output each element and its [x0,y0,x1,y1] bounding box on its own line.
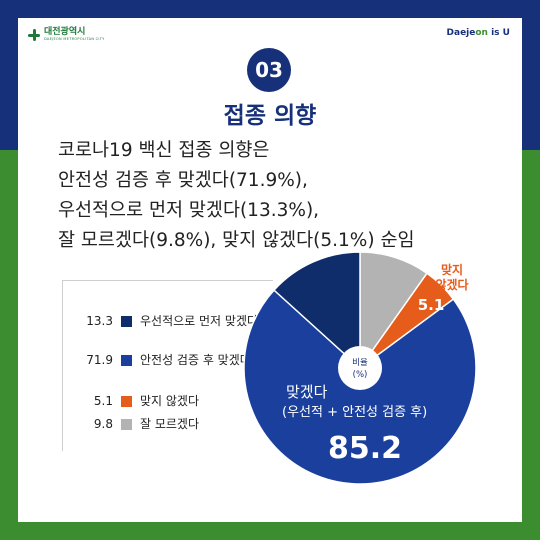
daejeon-logo: 대전광역시 DAEJEON METROPOLITAN CITY [28,28,105,42]
section-heading: 접종 의향 [223,103,317,129]
legend-item: 9.8 잘 모르겠다 [63,417,263,432]
summary-line: 코로나19 백신 접종 의향은 [58,140,270,161]
yes-annotation-value: 85.2 [328,431,402,466]
slogan-part-b: on [475,28,488,38]
legend-swatch [121,355,132,366]
legend-value: 71.9 [86,353,113,367]
legend-label: 우선적으로 먼저 맞겠다 [140,314,259,328]
content-card: 대전광역시 DAEJEON METROPOLITAN CITY Daejeon … [18,18,522,522]
summary-line: 안전성 검증 후 맞겠다(71.9%), [58,170,308,191]
chart-legend: 13.3 우선적으로 먼저 맞겠다 71.9 안전성 검증 후 맞겠다 5.1 … [62,280,273,451]
yes-annotation-subtitle: (우선적 + 안전성 검증 후) [282,405,427,420]
summary-line: 우선적으로 먼저 맞겠다(13.3%), [58,200,320,221]
logo-subtext: DAEJEON METROPOLITAN CITY [44,37,105,41]
summary-line: 잘 모르겠다(9.8%), 맞지 않겠다(5.1%) 순임 [58,230,415,251]
legend-label: 잘 모르겠다 [140,417,200,431]
legend-label: 맞지 않겠다 [140,394,200,408]
legend-label: 안전성 검증 후 맞겠다 [140,353,251,367]
legend-item: 71.9 안전성 검증 후 맞겠다 [63,353,263,368]
summary-text: 코로나19 백신 접종 의향은 안전성 검증 후 맞겠다(71.9%), 우선적… [58,136,498,256]
legend-swatch [121,396,132,407]
legend-swatch [121,316,132,327]
no-slice-value: 5.1 [418,296,445,314]
no-annotation-label: 맞지 [441,262,463,277]
section-number-badge: 03 [247,48,291,92]
city-emblem-icon [28,28,40,41]
center-label: 비율 [352,358,368,368]
legend-swatch [121,419,132,430]
yes-annotation-label: 맞겠다 [286,383,328,401]
no-annotation-label: 않겠다 [435,277,468,292]
slogan-part-c: is U [487,28,510,38]
legend-item: 5.1 맞지 않겠다 [63,394,263,409]
legend-item: 13.3 우선적으로 먼저 맞겠다 [63,314,263,329]
legend-value: 13.3 [86,314,113,328]
pie-center-circle [338,346,382,390]
legend-value: 9.8 [93,417,113,431]
daejeon-is-u-logo: Daejeon is U [447,28,510,38]
logo-text: 대전광역시 [44,27,86,37]
pie-slice [272,251,361,370]
legend-value: 5.1 [93,394,113,408]
pie-chart: 비율 (%) 맞지 않겠다 5.1 맞겠다 (우선적 + 안전성 검증 후) 8… [243,251,477,485]
center-label-unit: (%) [353,370,368,380]
slogan-part-a: Daeje [446,28,476,38]
